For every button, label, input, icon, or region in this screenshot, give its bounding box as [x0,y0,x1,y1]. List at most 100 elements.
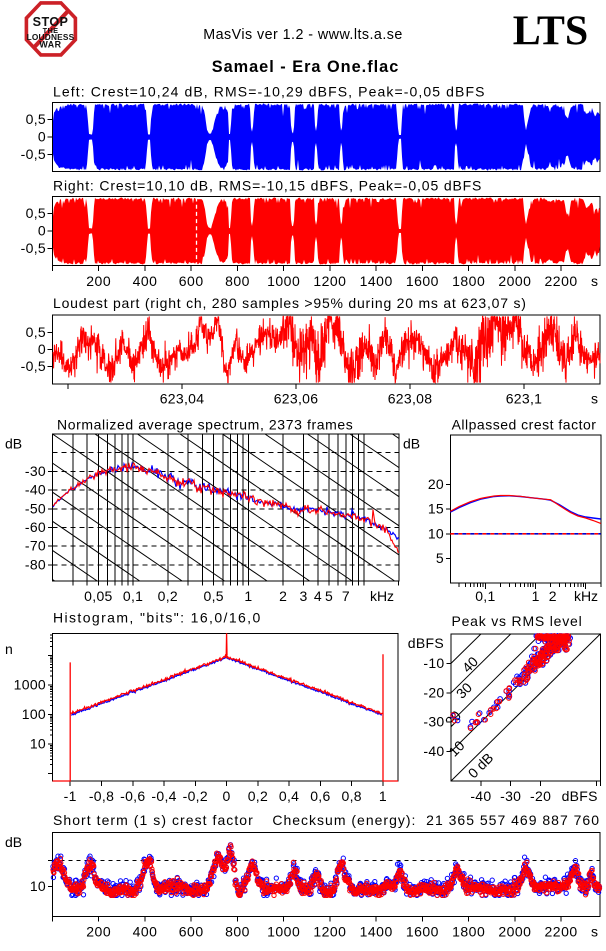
svg-text:2200: 2200 [545,273,578,289]
svg-text:STOP: STOP [33,15,69,29]
svg-text:7: 7 [342,588,350,604]
svg-text:0,2: 0,2 [158,588,178,604]
svg-text:0: 0 [38,341,46,357]
svg-text:200: 200 [86,924,111,940]
svg-text:1800: 1800 [452,273,485,289]
svg-text:-40: -40 [25,482,46,498]
svg-text:-0,5: -0,5 [21,358,46,374]
svg-text:2200: 2200 [545,924,578,940]
svg-text:Left: Crest=10,24 dB, RMS=-10,: Left: Crest=10,24 dB, RMS=-10,29 dBFS, P… [53,84,486,100]
svg-text:1000: 1000 [267,273,300,289]
svg-text:1600: 1600 [406,924,439,940]
svg-text:s: s [591,924,598,940]
svg-text:2: 2 [549,588,557,604]
svg-text:LOUDNESS: LOUDNESS [27,32,75,42]
svg-text:Peak vs RMS level: Peak vs RMS level [451,613,582,629]
svg-text:20: 20 [428,476,444,492]
svg-text:Samael - Era One.flac: Samael - Era One.flac [212,58,400,76]
svg-text:600: 600 [179,273,204,289]
svg-text:1400: 1400 [360,273,393,289]
svg-text:0: 0 [38,223,46,239]
svg-text:623,1: 623,1 [506,391,543,407]
svg-text:0,1: 0,1 [475,588,495,604]
svg-text:2000: 2000 [498,924,531,940]
svg-text:-10: -10 [423,655,444,671]
svg-text:n: n [5,641,13,657]
svg-text:Right: Crest=10,10 dB, RMS=-10: Right: Crest=10,10 dB, RMS=-10,15 dBFS, … [53,178,482,194]
svg-text:0,05: 0,05 [84,588,112,604]
svg-text:0: 0 [38,129,46,145]
svg-text:10: 10 [428,525,444,541]
svg-text:0,2: 0,2 [248,788,268,804]
svg-text:-0,2: -0,2 [183,788,208,804]
svg-text:10: 10 [30,736,46,752]
svg-text:Normalized average spectrum, 2: Normalized average spectrum, 2373 frames [57,417,353,433]
svg-text:MasVis ver 1.2 - www.lts.a.se: MasVis ver 1.2 - www.lts.a.se [203,27,403,43]
svg-text:Histogram, "bits": 16,0/16,0: Histogram, "bits": 16,0/16,0 [53,610,262,626]
svg-text:kHz: kHz [370,588,394,604]
svg-text:Checksum (energy): 21 365 557: Checksum (energy): 21 365 557 469 887 76… [272,812,600,828]
svg-text:s: s [591,273,598,289]
svg-text:1200: 1200 [313,273,346,289]
svg-text:623,06: 623,06 [274,391,319,407]
svg-text:1000: 1000 [14,677,46,693]
svg-text:Loudest part (right ch, 280 sa: Loudest part (right ch, 280 samples >95%… [53,295,527,311]
svg-text:5: 5 [325,588,333,604]
svg-text:THE: THE [43,26,59,35]
svg-text:1200: 1200 [313,924,346,940]
svg-text:s: s [591,391,598,407]
svg-text:4: 4 [314,588,322,604]
svg-text:1800: 1800 [452,924,485,940]
svg-text:400: 400 [133,924,158,940]
svg-text:dB: dB [5,834,22,850]
svg-text:-60: -60 [25,519,46,535]
svg-text:2: 2 [279,588,287,604]
svg-text:100: 100 [22,706,46,722]
svg-text:-40: -40 [470,788,491,804]
svg-text:-0,6: -0,6 [120,788,145,804]
svg-text:-50: -50 [25,500,46,516]
svg-text:400: 400 [133,273,158,289]
svg-text:1000: 1000 [267,924,300,940]
svg-text:0,8: 0,8 [342,788,362,804]
svg-text:0,5: 0,5 [26,324,46,340]
svg-text:1400: 1400 [360,924,393,940]
svg-text:dB: dB [403,436,420,452]
svg-text:1: 1 [532,588,540,604]
svg-text:-70: -70 [25,538,46,554]
svg-text:0,5: 0,5 [204,588,224,604]
svg-text:-20: -20 [423,684,444,700]
svg-text:15: 15 [428,501,444,517]
svg-text:dBFS: dBFS [562,788,598,804]
svg-text:3: 3 [299,588,307,604]
svg-text:-40: -40 [423,743,444,759]
svg-text:0,5: 0,5 [26,111,46,127]
svg-text:dBFS: dBFS [408,635,444,651]
svg-text:-0,8: -0,8 [89,788,114,804]
svg-text:2000: 2000 [498,273,531,289]
svg-text:10: 10 [30,878,46,894]
svg-text:800: 800 [225,273,250,289]
svg-text:-30: -30 [423,714,444,730]
svg-text:-20: -20 [530,788,551,804]
svg-text:-30: -30 [25,463,46,479]
svg-text:1: 1 [379,788,387,804]
svg-text:Allpassed crest factor: Allpassed crest factor [452,417,597,433]
svg-text:0,5: 0,5 [26,205,46,221]
svg-text:623,04: 623,04 [160,391,205,407]
svg-text:LTS: LTS [513,9,589,55]
svg-text:-30: -30 [500,788,521,804]
svg-text:600: 600 [179,924,204,940]
svg-text:-80: -80 [25,556,46,572]
svg-text:1600: 1600 [406,273,439,289]
svg-text:kHz: kHz [574,588,598,604]
svg-text:WAR: WAR [39,39,61,49]
svg-text:0,4: 0,4 [279,788,299,804]
svg-text:0: 0 [223,788,231,804]
svg-text:5: 5 [436,550,444,566]
svg-text:-0,5: -0,5 [21,146,46,162]
svg-text:623,08: 623,08 [388,391,433,407]
svg-text:-0,5: -0,5 [21,240,46,256]
svg-text:200: 200 [86,273,111,289]
svg-text:-0,4: -0,4 [151,788,176,804]
